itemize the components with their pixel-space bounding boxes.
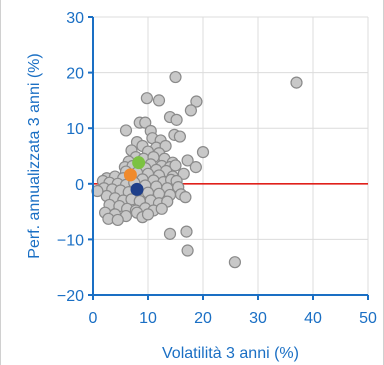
peer-point xyxy=(169,159,182,172)
x-tick-label: 40 xyxy=(304,310,322,327)
left-border xyxy=(0,0,1,365)
peer-point xyxy=(119,124,133,137)
peer-point xyxy=(290,76,303,89)
y-axis-title: Perf. annualizzata 3 anni (%) xyxy=(26,53,43,258)
peer-point xyxy=(170,113,183,126)
highlight-point-green xyxy=(132,156,146,170)
peer-point xyxy=(177,167,190,180)
y-tick-label: 20 xyxy=(66,66,84,83)
peer-point xyxy=(139,116,152,129)
highlight-point-navy xyxy=(130,182,144,196)
peer-point xyxy=(190,95,203,108)
y-tick-label: −20 xyxy=(57,288,84,305)
peer-point xyxy=(169,70,182,84)
peer-point xyxy=(180,225,193,238)
peer-point xyxy=(152,94,166,107)
tick-labels: −20 −10 0 10 20 30 0 10 20 30 40 50 xyxy=(57,10,377,327)
x-tick-label: 20 xyxy=(194,310,212,327)
data-points xyxy=(91,70,303,269)
y-tick-label: −10 xyxy=(57,232,84,249)
y-tick-label: 10 xyxy=(66,121,84,138)
peer-point xyxy=(91,184,104,198)
x-tick-label: 0 xyxy=(89,310,98,327)
peer-point xyxy=(228,256,241,269)
peer-point xyxy=(181,154,194,167)
peer-point xyxy=(189,161,202,174)
y-tick-label: 0 xyxy=(75,177,84,194)
x-tick-label: 30 xyxy=(249,310,267,327)
peer-point xyxy=(173,130,186,143)
peer-point xyxy=(155,202,168,215)
peer-point xyxy=(184,104,197,117)
y-tick-label: 30 xyxy=(66,10,84,27)
peer-point xyxy=(111,213,124,227)
peer-point xyxy=(141,208,155,221)
peer-point xyxy=(179,191,192,204)
peer-point xyxy=(181,244,194,257)
x-tick-label: 10 xyxy=(139,310,157,327)
axes xyxy=(88,16,369,300)
peer-point xyxy=(196,146,210,159)
highlight-point-orange xyxy=(123,168,137,182)
peer-point xyxy=(163,227,177,240)
x-tick-label: 50 xyxy=(359,310,377,327)
peer-point xyxy=(140,92,153,105)
x-axis-title: Volatilità 3 anni (%) xyxy=(162,345,299,362)
